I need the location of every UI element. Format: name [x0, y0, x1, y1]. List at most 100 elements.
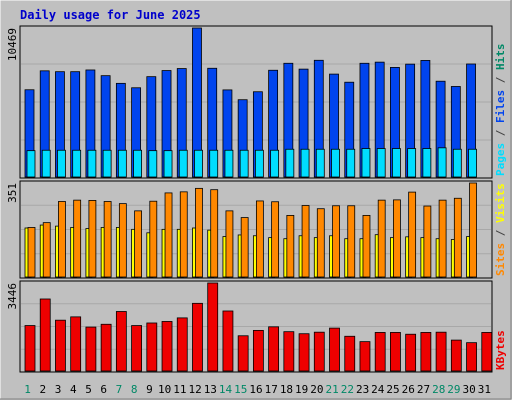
legend-entry: / [494, 123, 507, 143]
bar-pages-day-28 [437, 147, 447, 178]
bar-pages-day-5 [87, 149, 97, 178]
day-axis-labels: 1 2 3 4 5 6 7 8 9 10 11 12 13 14 15 16 17 18 19 20 21 22 23 24 2… [24, 383, 491, 396]
legend-entry: / [494, 223, 507, 243]
bar-sites-day-25 [393, 199, 401, 278]
legend-entry: Sites [494, 243, 507, 276]
day-label-30: 30 [463, 383, 476, 396]
bar-pages-day-25 [392, 148, 401, 178]
bar-kbytes-day-28 [435, 331, 447, 372]
bar-sites-day-24 [377, 199, 386, 278]
chart-title: Daily usage for June 2025 [20, 8, 201, 22]
bar-kbytes-day-9 [146, 322, 158, 372]
bar-kbytes-day-20 [313, 331, 325, 372]
legend-entry: Hits [494, 44, 507, 71]
day-label-3: 3 [55, 383, 62, 396]
bar-kbytes-day-29 [450, 339, 462, 372]
day-label-8: 8 [131, 383, 138, 396]
bar-pages-day-19 [300, 148, 310, 178]
bar-sites-day-30 [469, 182, 477, 278]
bar-kbytes-day-30 [466, 342, 477, 372]
bar-kbytes-day-1 [24, 325, 36, 372]
bar-sites-day-3 [58, 201, 66, 278]
bar-kbytes-day-12 [192, 302, 203, 372]
bar-pages-day-4 [72, 149, 82, 178]
bar-sites-day-26 [408, 191, 417, 278]
day-label-4: 4 [70, 383, 77, 396]
day-label-13: 13 [204, 383, 217, 396]
legend-entry: / [494, 70, 507, 90]
day-label-18: 18 [280, 383, 293, 396]
legend-entry: KBytes [494, 330, 507, 370]
bar-kbytes-day-23 [359, 341, 371, 372]
bar-pages-day-23 [361, 148, 371, 178]
bar-sites-day-20 [316, 208, 325, 278]
bar-pages-day-17 [270, 149, 280, 178]
day-label-5: 5 [85, 383, 92, 396]
bar-pages-day-20 [315, 148, 325, 178]
bar-pages-day-12 [194, 149, 203, 178]
bar-pages-day-18 [285, 148, 295, 178]
bar-pages-day-27 [422, 148, 432, 178]
bar-sites-day-9 [149, 200, 158, 278]
bar-pages-day-2 [41, 149, 51, 178]
bar-sites-day-4 [73, 199, 82, 278]
day-label-24: 24 [371, 383, 385, 396]
legend-entry: Pages [494, 143, 507, 176]
series-legend: KBytes [494, 330, 507, 370]
bar-sites-day-27 [423, 205, 432, 278]
panel-visits-sites: 351 Sites / Visits [6, 180, 507, 279]
bar-kbytes-day-8 [131, 325, 142, 372]
day-label-11: 11 [173, 383, 186, 396]
bar-kbytes-day-26 [405, 333, 417, 372]
legend-entry: Visits [494, 183, 507, 223]
ymax-label: 3446 [6, 283, 19, 310]
bar-pages-day-13 [209, 149, 219, 178]
bar-sites-day-14 [225, 210, 234, 278]
bar-kbytes-day-2 [39, 298, 51, 372]
day-label-9: 9 [146, 383, 153, 396]
day-label-10: 10 [158, 383, 171, 396]
day-label-14: 14 [219, 383, 233, 396]
bar-pages-day-26 [407, 148, 417, 178]
bar-sites-day-13 [210, 189, 219, 278]
bar-kbytes-day-21 [329, 327, 340, 372]
panel-hits-files-pages: 10469 Pages / Files / Hits [6, 25, 507, 179]
chart-panels: 10469 Pages / Files / Hits 351 Sites / Visi… [6, 25, 507, 373]
bar-kbytes-day-22 [344, 335, 356, 372]
day-label-2: 2 [40, 383, 47, 396]
bar-kbytes-day-13 [207, 282, 219, 372]
day-label-26: 26 [402, 383, 415, 396]
bar-sites-day-18 [286, 215, 295, 278]
bar-sites-day-15 [240, 217, 249, 278]
bar-pages-day-21 [331, 148, 340, 178]
bar-kbytes-day-7 [115, 311, 127, 372]
bar-sites-day-5 [88, 200, 97, 278]
bar-kbytes-day-31 [481, 332, 493, 372]
bar-kbytes-day-25 [390, 332, 401, 372]
bar-sites-day-12 [195, 187, 203, 278]
bar-sites-day-23 [362, 215, 371, 278]
bar-kbytes-day-19 [298, 333, 310, 372]
bar-pages-day-3 [57, 149, 66, 178]
day-label-25: 25 [386, 383, 399, 396]
day-label-6: 6 [100, 383, 107, 396]
series-legend: Sites / Visits [494, 183, 507, 276]
bar-sites-day-28 [438, 199, 447, 278]
bar-sites-day-7 [118, 203, 127, 278]
day-label-22: 22 [341, 383, 354, 396]
bar-kbytes-day-24 [374, 332, 386, 372]
bar-sites-day-19 [301, 205, 310, 278]
day-label-23: 23 [356, 383, 369, 396]
bar-sites-day-16 [255, 200, 264, 278]
bar-sites-day-6 [103, 201, 112, 278]
bar-pages-day-24 [376, 148, 386, 178]
bar-sites-day-29 [453, 197, 462, 278]
panel-kbytes: 3446 KBytes [6, 280, 507, 373]
bar-sites-day-11 [179, 191, 188, 278]
bar-pages-day-10 [163, 150, 173, 178]
bar-sites-day-17 [271, 201, 280, 278]
bar-kbytes-day-11 [176, 317, 188, 372]
bar-pages-day-16 [254, 149, 264, 178]
